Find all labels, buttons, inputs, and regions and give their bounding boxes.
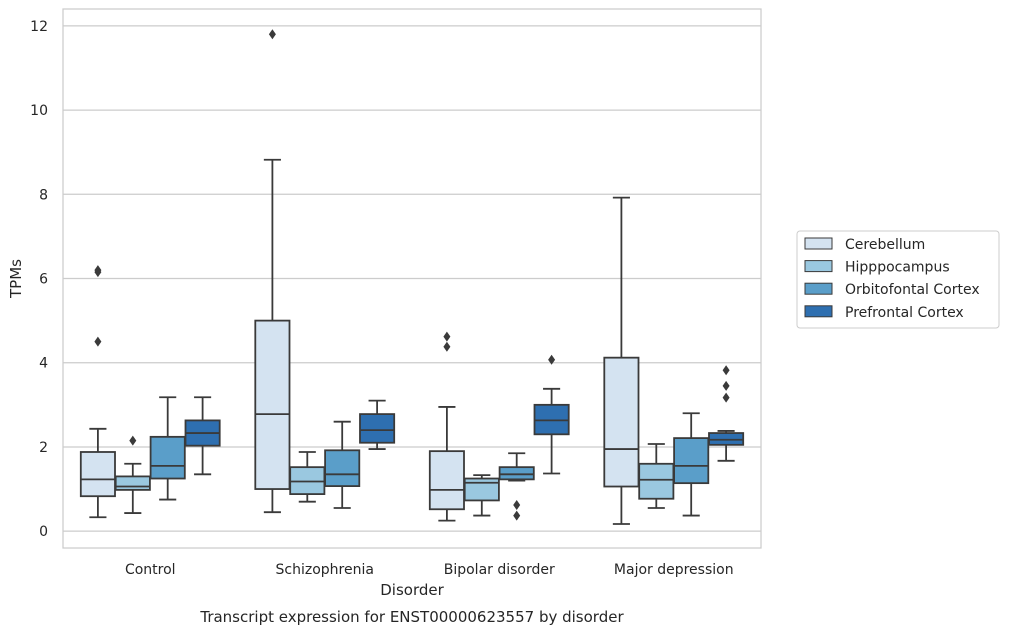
outlier-point xyxy=(513,510,521,521)
outlier-point xyxy=(443,331,451,342)
category-group xyxy=(428,331,570,522)
outlier-point xyxy=(129,435,137,446)
chart-caption: Transcript expression for ENST0000062355… xyxy=(199,608,624,626)
category-group xyxy=(603,196,745,525)
y-tick-label: 6 xyxy=(39,272,48,288)
plot-frame xyxy=(62,8,762,549)
box xyxy=(254,319,291,490)
category-group xyxy=(79,265,221,519)
box xyxy=(149,435,186,480)
legend-swatch xyxy=(804,260,833,273)
box xyxy=(428,450,465,511)
category-group xyxy=(254,29,396,514)
legend-swatch xyxy=(804,237,833,250)
x-tick-label: Bipolar disorder xyxy=(444,562,555,578)
y-tick-label: 8 xyxy=(39,187,48,203)
legend-swatch xyxy=(804,305,833,318)
x-tick-label: Control xyxy=(125,562,176,578)
outlier-point xyxy=(722,392,730,403)
x-axis-title: Disorder xyxy=(380,581,444,599)
y-axis: 0 2 4 6 8 10 12 xyxy=(30,19,48,540)
y-tick-label: 4 xyxy=(39,356,48,372)
box xyxy=(114,475,151,491)
y-tick-label: 12 xyxy=(30,19,48,35)
outlier-point xyxy=(548,354,556,365)
box xyxy=(324,449,361,487)
box xyxy=(603,356,640,488)
outlier-point xyxy=(513,500,521,511)
y-tick-label: 2 xyxy=(39,440,48,456)
outlier-point xyxy=(443,341,451,352)
outlier-point xyxy=(94,336,102,347)
legend-label: Orbitofontal Cortex xyxy=(845,282,980,298)
legend-label: Hipppocampus xyxy=(845,260,950,276)
box xyxy=(359,413,396,444)
box xyxy=(638,462,675,500)
outlier-point xyxy=(722,365,730,376)
legend-label: Cerebellum xyxy=(845,237,925,253)
outlier-point xyxy=(268,29,276,40)
box xyxy=(79,451,116,498)
box xyxy=(673,437,710,485)
outlier-point xyxy=(94,265,102,276)
x-axis: Control Schizophrenia Bipolar disorder Majo… xyxy=(125,562,734,578)
legend-label: Prefrontal Cortex xyxy=(845,305,964,321)
y-tick-label: 0 xyxy=(39,524,48,540)
box xyxy=(463,477,500,502)
box xyxy=(498,466,535,481)
x-tick-label: Major depression xyxy=(614,562,734,578)
box-groups xyxy=(79,29,745,525)
outlier-point xyxy=(722,380,730,391)
legend-frame xyxy=(796,230,1000,329)
x-tick-label: Schizophrenia xyxy=(276,562,374,578)
y-axis-title: TPMs xyxy=(7,259,25,299)
legend-swatch xyxy=(804,282,833,295)
legend: Cerebellum Hipppocampus Orbitofontal Corte… xyxy=(796,230,1000,329)
y-tick-label: 10 xyxy=(30,103,48,119)
